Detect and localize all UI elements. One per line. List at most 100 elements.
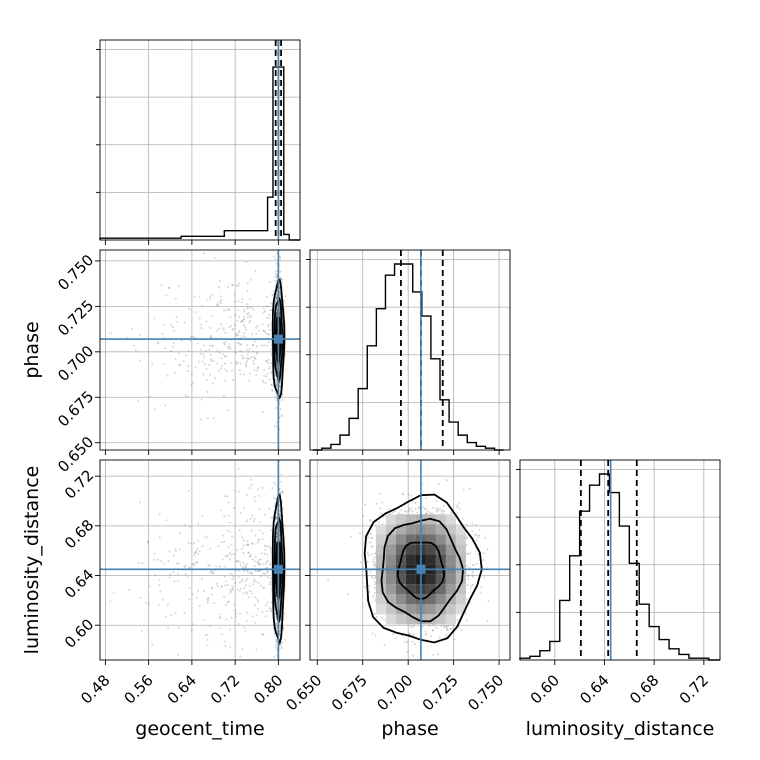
sample-point [279,276,282,279]
sample-point [244,326,247,329]
sample-point [361,515,364,517]
sample-point [477,536,480,539]
sample-point [178,531,181,534]
sample-point [221,633,224,636]
sample-point [466,583,469,586]
sample-point [363,586,366,588]
sample-point [194,551,196,554]
sample-point [275,602,278,605]
sample-point [201,514,204,517]
sample-point [169,573,172,576]
sample-point [274,374,277,377]
sample-point [231,589,234,591]
sample-point [423,507,426,510]
sample-point [162,323,165,326]
sample-point [471,522,474,525]
sample-point [248,584,251,587]
sample-point [486,548,489,551]
sample-point [282,627,285,630]
sample-point [255,373,258,376]
sample-point [440,509,443,512]
sample-point [225,464,227,466]
sample-point [145,601,148,604]
sample-point [239,587,242,590]
sample-point [167,560,170,562]
sample-point [280,645,283,648]
sample-point [432,506,435,509]
sample-point [282,628,285,631]
sample-point [227,546,230,549]
sample-point [219,509,222,512]
sample-point [241,297,244,300]
sample-point [253,578,256,581]
sample-point [215,582,218,585]
sample-point [275,520,277,523]
density-cell [280,331,286,337]
sample-point [431,512,434,515]
sample-point [195,550,198,553]
sample-point [262,329,265,332]
sample-point [237,341,240,344]
sample-point [276,647,278,650]
sample-point [226,370,229,373]
sample-point [251,592,254,595]
sample-point [280,473,283,476]
sample-point [239,561,242,564]
sample-point [487,600,490,603]
sample-point [254,555,257,558]
sample-point [161,332,164,335]
sample-point [456,504,459,507]
sample-point [224,355,226,358]
sample-point [196,589,199,592]
sample-point [131,327,133,330]
sample-point [228,343,231,346]
histogram-step [99,66,300,241]
sample-point [374,634,377,637]
sample-point [160,560,163,563]
sample-point [230,553,233,556]
sample-point [239,343,241,346]
sample-point [275,379,278,382]
sample-point [243,310,246,313]
sample-point [246,348,249,351]
sample-point [178,364,181,367]
sample-point [275,537,278,540]
sample-point [237,284,240,287]
sample-point [245,357,248,360]
sample-point [417,507,420,510]
sample-point [407,492,410,495]
sample-point [230,324,232,327]
sample-point [229,530,232,533]
sample-point [164,347,166,350]
sample-point [265,296,268,299]
sample-point [153,317,156,320]
sample-point [238,590,241,593]
sample-point [230,362,233,364]
sample-point [273,496,276,499]
sample-point [245,520,248,523]
sample-point [270,370,273,373]
sample-point [370,537,373,540]
sample-point [456,506,459,509]
sample-point [276,667,278,669]
sample-point [268,313,271,316]
sample-point [280,414,283,417]
sample-point [229,345,232,348]
sample-point [414,508,417,511]
sample-point [245,365,248,368]
panels-layer: 0.48 0.56 0.64 0.72 0.800.650 0.675 0.700 0.725… [54,39,721,714]
sample-point [469,587,472,590]
sample-point [213,572,215,575]
sample-point [246,577,249,580]
sample-point [486,620,489,622]
sample-point [236,309,239,311]
sample-point [249,319,252,322]
sample-point [168,576,171,579]
sample-point [478,528,481,531]
sample-point [257,569,260,572]
sample-point [471,563,474,566]
sample-point [274,643,277,646]
sample-point [275,511,278,514]
sample-point [437,508,440,511]
